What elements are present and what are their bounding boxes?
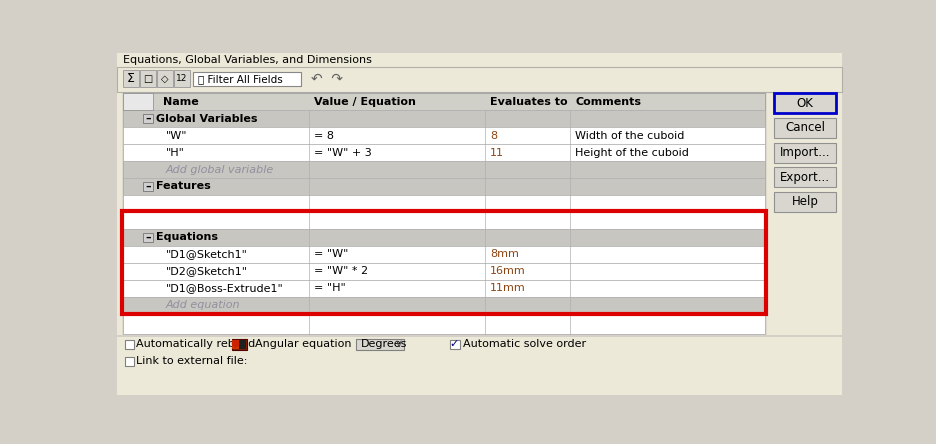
Text: Σ: Σ — [127, 72, 135, 85]
Circle shape — [232, 341, 239, 347]
Text: Automatically rebuild: Automatically rebuild — [137, 339, 256, 349]
Bar — [774, 192, 836, 212]
Text: Degrees: Degrees — [361, 339, 407, 349]
Text: ✓: ✓ — [449, 339, 459, 349]
Text: = "W" + 3: = "W" + 3 — [314, 147, 372, 158]
Bar — [124, 313, 765, 333]
Bar — [124, 280, 765, 297]
Bar — [774, 93, 836, 113]
Bar — [124, 263, 765, 280]
Bar — [124, 246, 765, 263]
Bar — [157, 70, 173, 87]
Text: □: □ — [143, 74, 153, 83]
Text: Value / Equation: Value / Equation — [314, 97, 416, 107]
Bar — [124, 110, 765, 127]
Text: ◇: ◇ — [161, 74, 168, 83]
Bar — [117, 67, 842, 92]
Text: 11mm: 11mm — [490, 283, 525, 293]
Text: Equations, Global Variables, and Dimensions: Equations, Global Variables, and Dimensi… — [124, 55, 373, 65]
Bar — [124, 70, 139, 87]
Bar — [450, 340, 460, 349]
Text: Import...: Import... — [780, 146, 830, 159]
Text: 🜄 Filter All Fields: 🜄 Filter All Fields — [198, 74, 283, 83]
Text: Cancel: Cancel — [785, 122, 826, 135]
Bar — [174, 70, 190, 87]
Bar — [143, 233, 153, 242]
Text: Equations: Equations — [155, 232, 218, 242]
Bar — [774, 167, 836, 187]
Bar — [124, 93, 765, 333]
Bar — [123, 211, 766, 314]
Text: Link to external file:: Link to external file: — [137, 356, 248, 366]
Bar — [117, 53, 842, 67]
Text: Add equation: Add equation — [166, 300, 241, 310]
Text: Add global variable: Add global variable — [166, 165, 274, 174]
Text: Export...: Export... — [781, 171, 830, 184]
Bar — [124, 161, 765, 178]
Text: Global Variables: Global Variables — [155, 114, 257, 124]
Bar — [232, 340, 239, 349]
Bar — [193, 72, 301, 86]
Bar — [124, 93, 765, 110]
Bar — [124, 178, 765, 195]
Bar — [232, 339, 247, 350]
Bar — [124, 297, 765, 313]
Text: 11: 11 — [490, 147, 504, 158]
Text: 16mm: 16mm — [490, 266, 525, 276]
Bar — [774, 118, 836, 138]
Text: Comments: Comments — [575, 97, 641, 107]
Bar — [124, 93, 153, 110]
Text: ∨: ∨ — [394, 339, 402, 349]
Text: Width of the cuboid: Width of the cuboid — [575, 131, 684, 141]
Bar — [124, 229, 765, 246]
Text: –: – — [145, 114, 151, 124]
Text: = "W": = "W" — [314, 249, 348, 259]
Bar — [143, 182, 153, 191]
Text: 12: 12 — [176, 74, 188, 83]
Bar — [124, 212, 765, 229]
Bar — [124, 127, 765, 144]
Text: ↶  ↷: ↶ ↷ — [311, 71, 343, 86]
Text: Features: Features — [155, 182, 211, 191]
Text: 8: 8 — [490, 131, 497, 141]
Bar — [124, 357, 134, 366]
Text: Automatic solve order: Automatic solve order — [462, 339, 586, 349]
Bar — [117, 335, 842, 337]
Text: Name: Name — [164, 97, 199, 107]
Text: Height of the cuboid: Height of the cuboid — [575, 147, 689, 158]
Text: Help: Help — [792, 195, 819, 208]
Bar — [140, 70, 155, 87]
Text: –: – — [145, 182, 151, 191]
Text: = "H": = "H" — [314, 283, 345, 293]
Bar — [356, 339, 403, 350]
Text: OK: OK — [797, 97, 813, 110]
Bar — [124, 144, 765, 161]
Bar — [240, 340, 246, 349]
Text: "D2@Sketch1": "D2@Sketch1" — [166, 266, 248, 276]
Text: "D1@Boss-Extrude1": "D1@Boss-Extrude1" — [166, 283, 284, 293]
Text: Angular equation units:: Angular equation units: — [255, 339, 386, 349]
Text: = 8: = 8 — [314, 131, 334, 141]
Text: "H": "H" — [166, 147, 184, 158]
Bar — [143, 114, 153, 123]
Text: = "W" * 2: = "W" * 2 — [314, 266, 368, 276]
Bar — [124, 195, 765, 212]
Text: 8mm: 8mm — [490, 249, 519, 259]
Text: "D1@Sketch1": "D1@Sketch1" — [166, 249, 248, 259]
Text: "W": "W" — [166, 131, 187, 141]
Text: –: – — [145, 232, 151, 242]
Bar — [124, 340, 134, 349]
Bar — [774, 143, 836, 163]
Text: Evaluates to: Evaluates to — [490, 97, 567, 107]
